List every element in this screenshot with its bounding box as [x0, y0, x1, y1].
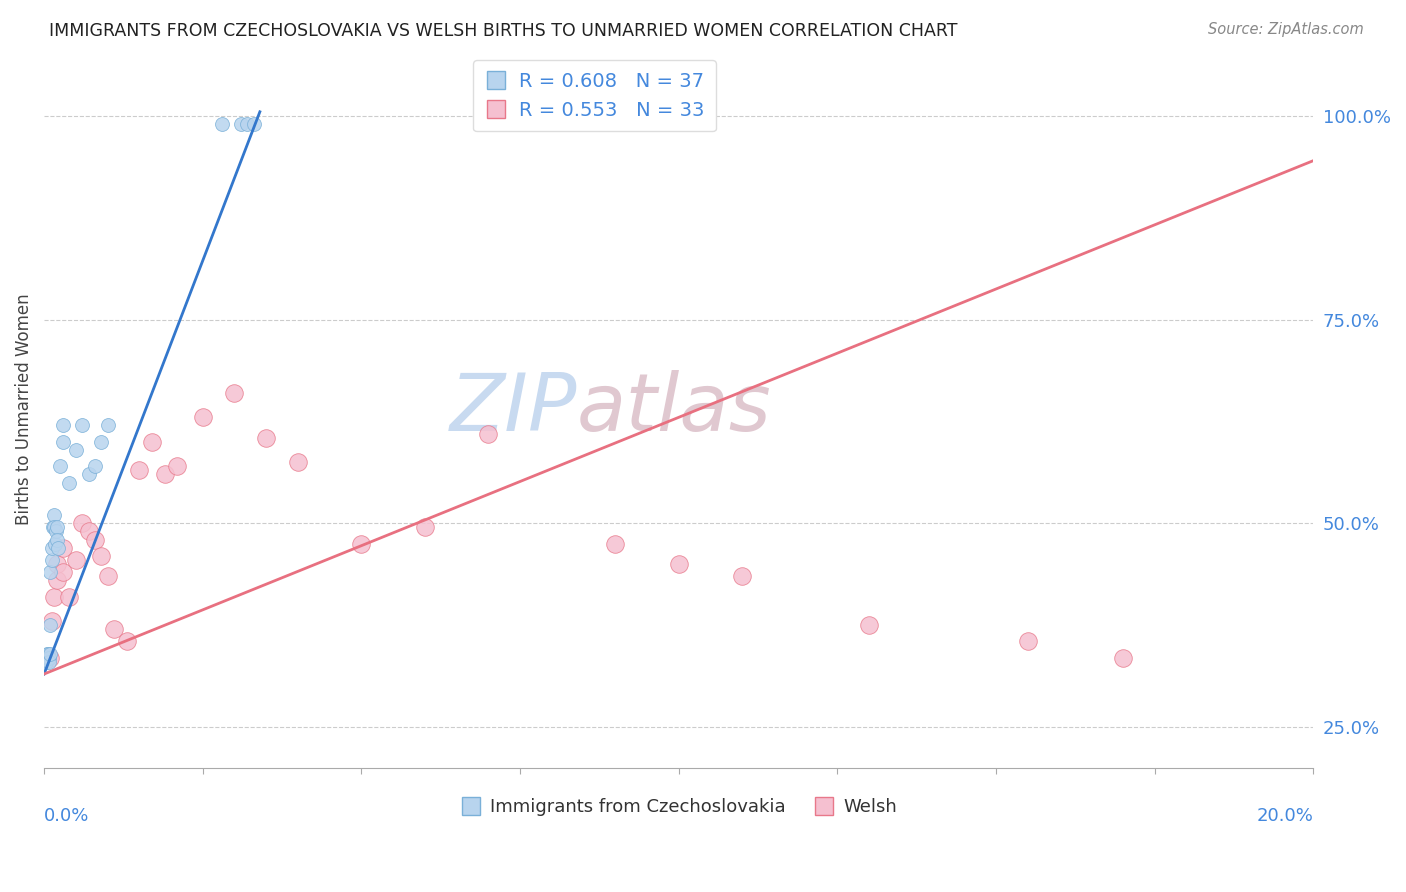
Point — [605, 536, 627, 550]
Point — [90, 549, 112, 563]
Point — [83, 533, 105, 547]
Point — [52, 434, 75, 449]
Point — [49, 459, 72, 474]
Point — [731, 569, 754, 583]
Point — [70, 418, 93, 433]
Point — [141, 434, 163, 449]
Point — [42, 520, 65, 534]
Point — [52, 565, 75, 579]
Point — [65, 772, 87, 787]
Point — [103, 622, 125, 636]
Point — [70, 789, 93, 804]
Point — [254, 431, 277, 445]
Point — [1112, 650, 1135, 665]
Point — [350, 536, 373, 550]
Text: ZIP: ZIP — [450, 370, 576, 448]
Point — [1017, 634, 1039, 648]
Point — [65, 553, 87, 567]
Point — [52, 541, 75, 555]
Point — [229, 117, 252, 131]
Point — [668, 557, 690, 571]
Point — [45, 574, 67, 588]
Point — [128, 463, 150, 477]
Point — [242, 117, 264, 131]
Point — [42, 508, 65, 522]
Point — [39, 618, 62, 632]
Point — [58, 590, 80, 604]
Point — [46, 541, 69, 555]
Point — [41, 541, 63, 555]
Point — [224, 385, 246, 400]
Point — [34, 650, 56, 665]
Point — [41, 553, 63, 567]
Point — [77, 524, 100, 539]
Point — [77, 467, 100, 482]
Point — [211, 117, 233, 131]
Point — [153, 467, 176, 482]
Point — [97, 569, 120, 583]
Point — [166, 459, 188, 474]
Point — [39, 650, 62, 665]
Point — [45, 520, 67, 534]
Point — [39, 565, 62, 579]
Point — [45, 557, 67, 571]
Point — [38, 647, 60, 661]
Point — [58, 475, 80, 490]
Text: 20.0%: 20.0% — [1257, 807, 1313, 825]
Point — [44, 536, 66, 550]
Point — [191, 410, 214, 425]
Legend: Immigrants from Czechoslovakia, Welsh: Immigrants from Czechoslovakia, Welsh — [453, 791, 905, 823]
Point — [858, 618, 880, 632]
Point — [65, 442, 87, 457]
Point — [90, 434, 112, 449]
Text: Source: ZipAtlas.com: Source: ZipAtlas.com — [1208, 22, 1364, 37]
Point — [37, 647, 59, 661]
Point — [413, 520, 436, 534]
Point — [115, 634, 138, 648]
Y-axis label: Births to Unmarried Women: Births to Unmarried Women — [15, 293, 32, 525]
Point — [287, 455, 309, 469]
Point — [77, 785, 100, 799]
Point — [35, 647, 58, 661]
Point — [52, 418, 75, 433]
Point — [42, 590, 65, 604]
Point — [97, 418, 120, 433]
Text: 0.0%: 0.0% — [44, 807, 90, 825]
Point — [477, 426, 499, 441]
Point — [38, 650, 60, 665]
Point — [45, 533, 67, 547]
Point — [44, 524, 66, 539]
Point — [38, 655, 60, 669]
Text: atlas: atlas — [576, 370, 772, 448]
Point — [70, 516, 93, 531]
Text: IMMIGRANTS FROM CZECHOSLOVAKIA VS WELSH BIRTHS TO UNMARRIED WOMEN CORRELATION CH: IMMIGRANTS FROM CZECHOSLOVAKIA VS WELSH … — [49, 22, 957, 40]
Point — [41, 614, 63, 628]
Point — [44, 520, 66, 534]
Point — [37, 650, 59, 665]
Point — [35, 655, 58, 669]
Point — [83, 459, 105, 474]
Point — [236, 117, 259, 131]
